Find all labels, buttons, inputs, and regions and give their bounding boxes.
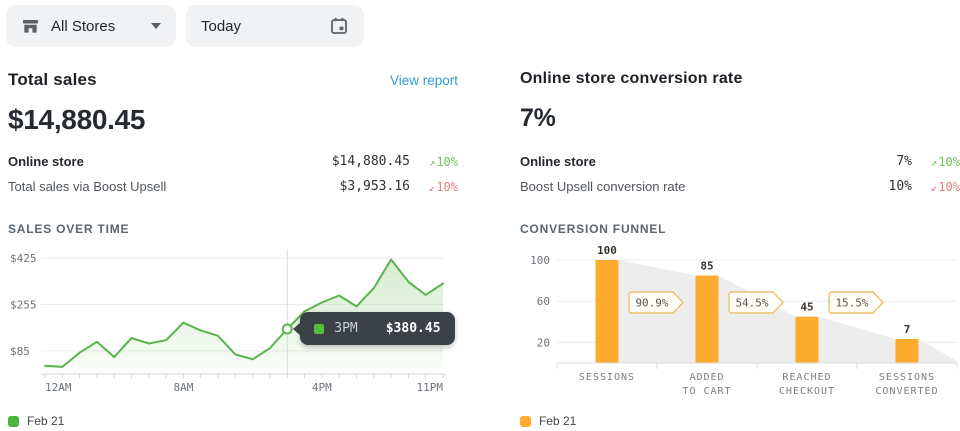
svg-text:15.5%: 15.5%: [835, 297, 868, 310]
chevron-down-icon: [151, 23, 161, 29]
date-selector-label: Today: [201, 17, 242, 35]
conversion-funnel-chart[interactable]: 20 60 100 100 85 45 7 90.9% 54.5% 15.5% SESSIONS AD…: [520, 242, 960, 407]
svg-text:CHECKOUT: CHECKOUT: [779, 386, 835, 397]
sales-over-time-chart[interactable]: $85 $255 $425 12AM 8AM 4PM 11PM 3PM $380.45: [8, 242, 458, 407]
svg-text:54.5%: 54.5%: [735, 297, 768, 310]
sales-line-chart-svg[interactable]: $85 $255 $425 12AM 8AM 4PM 11PM: [8, 242, 458, 400]
metric-delta: ↗10%: [428, 154, 458, 169]
total-sales-value: $14,880.45: [8, 104, 146, 135]
sales-legend: Feb 21: [8, 414, 64, 428]
legend-label: Feb 21: [539, 414, 577, 428]
svg-text:$255: $255: [10, 298, 37, 311]
conversion-badge: [628, 291, 684, 314]
svg-text:SESSIONS: SESSIONS: [879, 372, 935, 383]
metric-value: $14,880.45: [331, 154, 410, 169]
series-line: [44, 258, 444, 368]
conversion-rate-title: Online store conversion rate: [520, 70, 743, 87]
sales-over-time-heading: SALES OVER TIME: [8, 222, 130, 236]
series-area: [45, 259, 443, 374]
svg-text:$85: $85: [10, 345, 30, 358]
svg-text:60: 60: [537, 295, 550, 308]
svg-text:11PM: 11PM: [417, 381, 444, 394]
metric-label: Online store: [8, 154, 84, 169]
conversion-badge: [828, 291, 884, 314]
metric-value: $3,953.16: [339, 179, 410, 194]
svg-text:12AM: 12AM: [45, 381, 72, 394]
legend-swatch-orange: [520, 415, 531, 427]
tooltip-time: 3PM: [334, 321, 358, 336]
svg-text:45: 45: [800, 301, 813, 314]
metric-delta: ↗10%: [930, 154, 960, 169]
svg-text:4PM: 4PM: [312, 381, 332, 394]
view-report-link[interactable]: View report: [389, 73, 458, 88]
date-selector-button[interactable]: Today: [186, 5, 364, 47]
trend-arrow-icon: ↙: [930, 180, 938, 194]
metric-row-online-store: Online store 7% ↗10%: [520, 154, 960, 169]
metric-delta: ↙10%: [930, 179, 960, 194]
store-selector-button[interactable]: All Stores: [6, 5, 176, 47]
metric-label: Boost Upsell conversion rate: [520, 179, 686, 194]
svg-text:$425: $425: [10, 252, 37, 265]
svg-text:8AM: 8AM: [173, 381, 193, 394]
metric-value: 10%: [888, 179, 912, 194]
total-sales-panel: Total sales View report $14,880.45 Onlin…: [8, 70, 458, 430]
conversion-funnel-heading: CONVERSION FUNNEL: [520, 222, 667, 236]
trend-arrow-icon: ↗: [930, 155, 938, 169]
legend-label: Feb 21: [27, 414, 65, 428]
tooltip-value: $380.45: [385, 321, 441, 336]
funnel-bars: 100 85 45 7: [595, 244, 919, 363]
svg-text:7: 7: [904, 323, 911, 336]
svg-text:20: 20: [537, 336, 550, 349]
store-icon: [22, 19, 39, 33]
hover-marker: [281, 323, 293, 335]
legend-swatch-green: [8, 415, 19, 427]
svg-text:SESSIONS: SESSIONS: [579, 372, 635, 383]
metric-row-boost-upsell-conversion: Boost Upsell conversion rate 10% ↙10%: [520, 179, 960, 194]
metric-label: Total sales via Boost Upsell: [8, 179, 167, 194]
conversion-rate-value: 7%: [520, 104, 556, 132]
series-swatch: [314, 323, 325, 334]
funnel-legend: Feb 21: [520, 414, 576, 428]
funnel-bar-chart-svg[interactable]: 20 60 100 100 85 45 7 90.9% 54.5% 15.5% SESSIONS AD…: [520, 242, 960, 404]
metric-delta: ↙10%: [428, 179, 458, 194]
svg-text:REACHED: REACHED: [782, 372, 831, 383]
conversion-badge: [728, 291, 784, 314]
trend-arrow-icon: ↗: [428, 155, 436, 169]
metric-row-online-store: Online store $14,880.45 ↗10%: [8, 154, 458, 169]
svg-text:100: 100: [530, 254, 550, 267]
metric-row-boost-upsell: Total sales via Boost Upsell $3,953.16 ↙…: [8, 179, 458, 194]
svg-text:90.9%: 90.9%: [635, 297, 668, 310]
metric-label: Online store: [520, 154, 596, 169]
conversion-rate-panel: Online store conversion rate 7% Online s…: [520, 70, 960, 430]
metric-value: 7%: [896, 154, 912, 169]
store-selector-label: All Stores: [51, 17, 116, 35]
chart-tooltip: 3PM $380.45: [300, 312, 455, 345]
trend-arrow-icon: ↙: [428, 180, 436, 194]
svg-text:ADDED: ADDED: [689, 372, 724, 383]
svg-text:85: 85: [700, 259, 713, 272]
total-sales-title: Total sales: [8, 70, 97, 89]
svg-text:100: 100: [597, 244, 617, 257]
calendar-icon: [331, 17, 347, 34]
svg-text:TO CART: TO CART: [682, 386, 731, 397]
svg-text:CONVERTED: CONVERTED: [875, 386, 938, 397]
